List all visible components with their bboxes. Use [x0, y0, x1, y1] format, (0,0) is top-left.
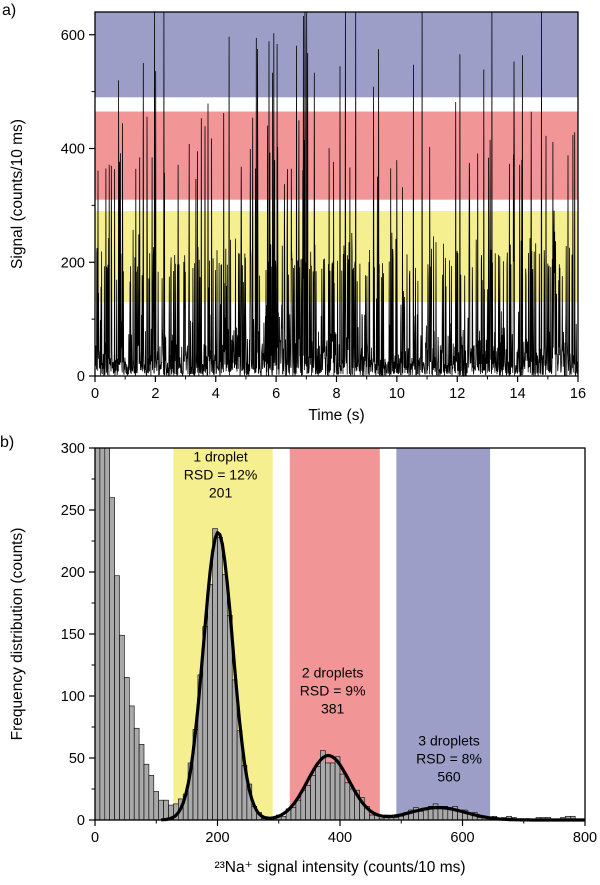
- peak-annotation-1: 1 droplet RSD = 12% 201: [184, 449, 258, 501]
- x-tick-label: 0: [91, 830, 99, 846]
- y-axis-title: Frequency distribution (counts): [9, 528, 26, 741]
- histogram-bars: [94, 447, 586, 821]
- y-tick-label: 150: [61, 627, 85, 643]
- peak-annotation-3: 3 droplets RSD = 8% 560: [416, 733, 482, 785]
- histogram-bar: [329, 762, 336, 821]
- x-tick-label: 200: [205, 830, 229, 846]
- peak-label: 2 droplets: [302, 664, 363, 680]
- y-tick-label: 100: [61, 689, 85, 705]
- y-axis-title: Signal (counts/10 ms): [9, 119, 26, 269]
- histogram-bar: [305, 784, 311, 821]
- y-tick-label: 300: [61, 441, 85, 457]
- histogram-bar: [315, 766, 321, 821]
- x-tick-label: 800: [573, 830, 597, 846]
- x-tick-label: 6: [272, 386, 280, 402]
- histogram-bar: [344, 782, 351, 821]
- 3-droplet-band: [396, 448, 491, 820]
- histogram-bar: [163, 799, 169, 821]
- peak-rsd: RSD = 12%: [184, 467, 258, 483]
- histogram-bar: [217, 536, 223, 821]
- histogram-bar: [310, 775, 316, 821]
- x-tick-label: 14: [510, 386, 526, 402]
- histogram-bar: [222, 574, 228, 821]
- panel-b-label: b): [0, 434, 15, 451]
- histogram-bar: [290, 807, 297, 821]
- y-tick-label: 50: [69, 751, 85, 767]
- histogram-bar: [153, 791, 160, 821]
- histogram-bar: [109, 497, 115, 821]
- histogram-bar: [339, 773, 346, 821]
- x-tick-label: 8: [332, 386, 340, 402]
- x-tick-label: 0: [91, 386, 99, 402]
- x-tick-label: 400: [328, 830, 352, 846]
- histogram-bar: [422, 809, 429, 821]
- peak-rsd: RSD = 9%: [300, 682, 366, 698]
- x-axis-title: ²³Na⁺ signal intensity (counts/10 ms): [214, 859, 465, 876]
- histogram-bar: [148, 775, 155, 821]
- y-tick-label: 600: [61, 28, 85, 44]
- peak-center-value: 560: [437, 769, 461, 785]
- 3-droplet-band: [95, 12, 578, 98]
- x-tick-label: 10: [389, 386, 405, 402]
- y-tick-label: 200: [61, 565, 85, 581]
- histogram-bar: [295, 799, 302, 821]
- y-tick-label: 200: [61, 255, 85, 271]
- histogram-bar: [138, 744, 145, 821]
- y-tick-label: 400: [61, 142, 85, 158]
- histogram-chart: 0 200 400 600 800 0 50 100 150 200 250 300 ²³Na⁺ sig…: [9, 441, 597, 876]
- x-tick-label: 600: [450, 830, 474, 846]
- x-tick-label: 12: [449, 386, 465, 402]
- histogram-bar: [114, 575, 120, 821]
- peak-label: 1 droplet: [193, 449, 248, 465]
- histogram-bar: [207, 584, 213, 821]
- histogram-bar: [349, 788, 355, 821]
- 1-droplet-band: [95, 211, 578, 303]
- histogram-bar: [119, 634, 125, 821]
- histogram-bar: [212, 528, 218, 821]
- peak-center-value: 381: [321, 700, 345, 716]
- panel-a-label: a): [2, 2, 17, 19]
- histogram-bar: [143, 763, 150, 821]
- y-tick-label: 250: [61, 503, 85, 519]
- peak-rsd: RSD = 8%: [416, 751, 482, 767]
- x-axis-title: Time (s): [308, 407, 364, 424]
- signal-trace: [94, 11, 579, 378]
- histogram-bar: [158, 799, 164, 821]
- histogram-bar: [129, 705, 135, 821]
- peak-label: 3 droplets: [418, 733, 479, 749]
- 2-droplet-band: [95, 111, 578, 200]
- x-tick-label: 16: [570, 386, 586, 402]
- histogram-bar: [369, 814, 375, 821]
- histogram-bar: [418, 811, 424, 821]
- histogram-bar: [104, 447, 111, 821]
- x-tick-label: 4: [212, 386, 220, 402]
- peak-annotation-2: 2 droplets RSD = 9% 381: [300, 664, 366, 716]
- histogram-bar: [133, 727, 140, 821]
- y-tick-label: 0: [77, 813, 85, 829]
- y-tick-label: 0: [77, 369, 85, 385]
- time-series-chart: 0 2 4 6 8 10 12 14 16 0 200 400 600 Time (s) Signal (c…: [9, 11, 586, 424]
- histogram-bar: [99, 447, 106, 821]
- histogram-bar: [124, 677, 130, 821]
- x-tick-label: 2: [151, 386, 159, 402]
- peak-center-value: 201: [209, 485, 233, 501]
- histogram-bar: [324, 762, 331, 821]
- histogram-bar: [94, 447, 101, 821]
